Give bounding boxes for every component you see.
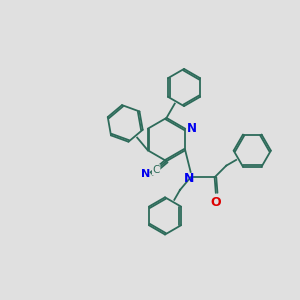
Text: C: C [152, 165, 160, 175]
Text: N: N [141, 169, 150, 179]
Text: N: N [187, 122, 197, 135]
Text: O: O [211, 196, 221, 209]
Text: N: N [184, 172, 194, 185]
